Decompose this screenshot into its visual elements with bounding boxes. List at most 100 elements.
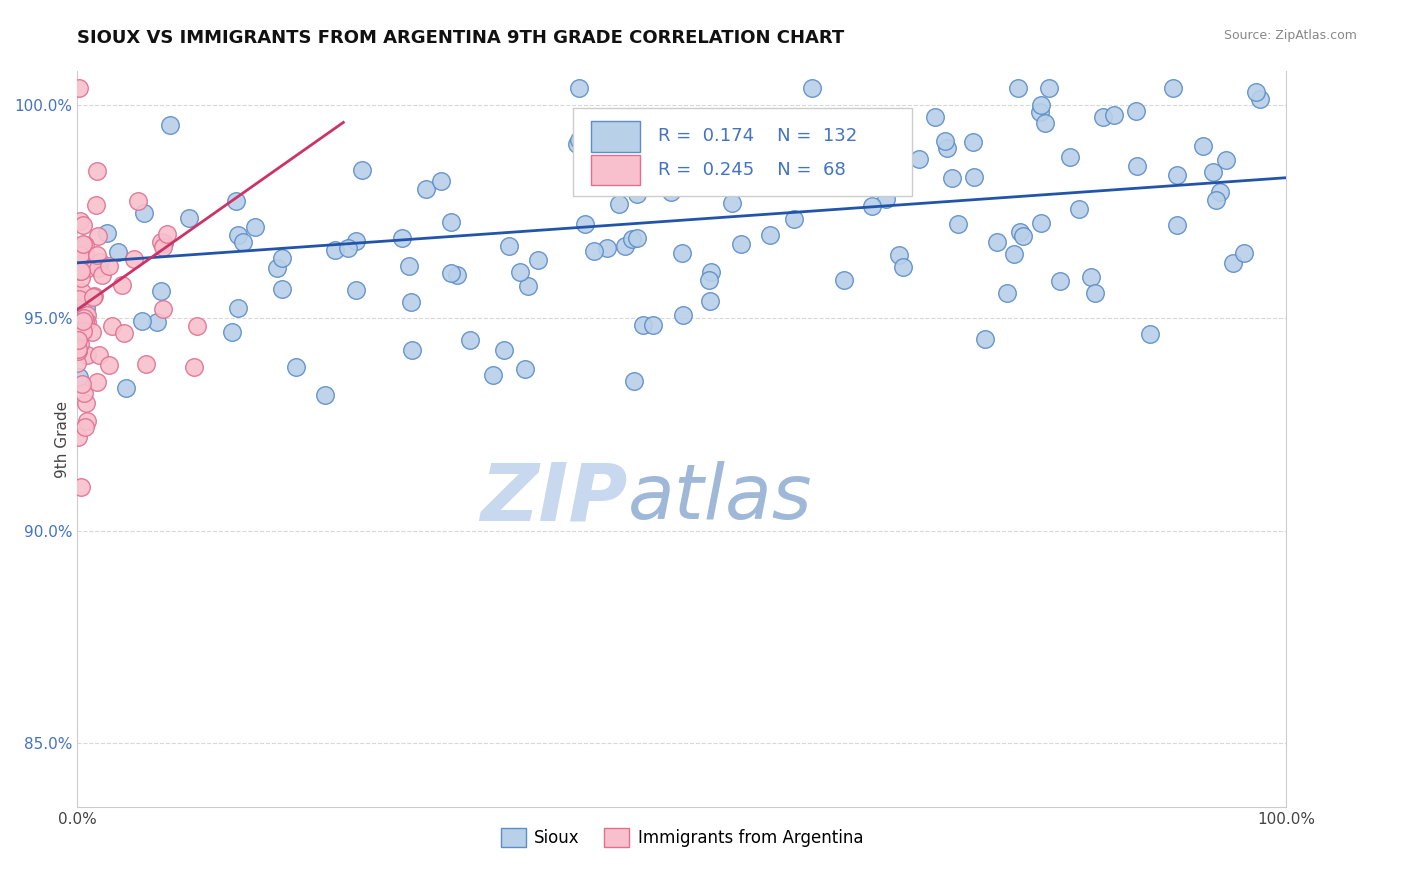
Point xyxy=(73,386,96,401)
Point xyxy=(122,252,145,266)
Point xyxy=(150,284,173,298)
Point xyxy=(1010,225,1032,239)
Point xyxy=(440,215,463,229)
Point xyxy=(1038,81,1060,95)
Text: R =  0.174    N =  132: R = 0.174 N = 132 xyxy=(658,128,858,145)
FancyBboxPatch shape xyxy=(592,154,640,186)
Point xyxy=(107,245,129,260)
Point xyxy=(936,141,959,155)
Point xyxy=(1163,81,1185,95)
Point xyxy=(1125,103,1147,118)
Point xyxy=(73,316,96,330)
Point xyxy=(596,241,619,255)
Point xyxy=(963,169,986,184)
Point xyxy=(429,174,451,188)
Point xyxy=(631,318,654,333)
Point xyxy=(111,278,134,293)
Point xyxy=(934,135,956,149)
Point xyxy=(156,227,179,242)
Point xyxy=(494,343,516,358)
Point xyxy=(69,264,91,278)
Point xyxy=(89,255,111,269)
Point xyxy=(641,318,664,333)
Point xyxy=(325,244,347,258)
Point xyxy=(75,314,97,328)
Point xyxy=(783,212,806,227)
Point xyxy=(882,150,904,164)
Point xyxy=(568,81,591,95)
Point xyxy=(527,253,550,268)
Point xyxy=(659,186,682,200)
Point xyxy=(67,292,90,306)
FancyBboxPatch shape xyxy=(574,108,911,196)
Point xyxy=(271,251,294,265)
Point xyxy=(481,368,503,383)
Y-axis label: 9th Grade: 9th Grade xyxy=(55,401,70,478)
Point xyxy=(86,164,108,178)
Point xyxy=(69,271,91,285)
Point xyxy=(515,361,537,376)
Point xyxy=(149,235,172,250)
Point xyxy=(344,284,367,298)
Point xyxy=(761,152,783,166)
Point xyxy=(401,343,423,357)
Point xyxy=(1246,85,1268,99)
Point xyxy=(72,324,94,338)
Point xyxy=(66,342,89,356)
Point xyxy=(583,244,606,258)
Point xyxy=(1192,139,1215,153)
Point xyxy=(941,171,963,186)
Point xyxy=(67,370,90,384)
Point xyxy=(1012,229,1035,244)
Point xyxy=(82,290,104,304)
Point xyxy=(458,333,481,347)
Point xyxy=(962,135,984,149)
Point xyxy=(613,239,636,253)
Point xyxy=(70,313,93,327)
Point xyxy=(72,314,94,328)
Point xyxy=(710,180,733,194)
Point xyxy=(221,325,243,339)
Point xyxy=(565,136,588,151)
Point xyxy=(637,172,659,186)
Point xyxy=(516,278,538,293)
Point xyxy=(131,314,153,328)
Point xyxy=(70,377,93,392)
Point xyxy=(1029,216,1052,230)
Point xyxy=(127,194,149,209)
Point xyxy=(152,301,174,316)
Point xyxy=(607,196,630,211)
Point xyxy=(697,273,720,287)
Point xyxy=(66,334,89,348)
Point xyxy=(73,420,96,434)
Text: atlas: atlas xyxy=(627,461,813,535)
Point xyxy=(66,343,89,358)
Point xyxy=(498,238,520,252)
Point xyxy=(1249,92,1271,106)
Point xyxy=(69,247,91,261)
Point xyxy=(177,211,200,226)
Point xyxy=(621,231,644,245)
Point xyxy=(717,167,740,181)
Point xyxy=(87,229,110,244)
Point xyxy=(699,293,721,308)
Point xyxy=(672,308,695,322)
Point xyxy=(69,480,91,494)
Point xyxy=(1084,285,1107,300)
Point xyxy=(1202,164,1225,178)
Point xyxy=(134,205,156,219)
Point xyxy=(284,359,307,374)
Point xyxy=(986,235,1008,249)
Point xyxy=(82,325,104,339)
Point xyxy=(66,343,89,358)
Point xyxy=(87,261,110,276)
Point xyxy=(1029,98,1052,112)
Point xyxy=(84,198,107,212)
Point xyxy=(76,308,98,322)
Point xyxy=(69,213,91,227)
Point xyxy=(1067,202,1090,216)
Point xyxy=(671,246,693,260)
Point xyxy=(75,238,97,252)
Point xyxy=(1049,274,1071,288)
Point xyxy=(623,374,645,388)
